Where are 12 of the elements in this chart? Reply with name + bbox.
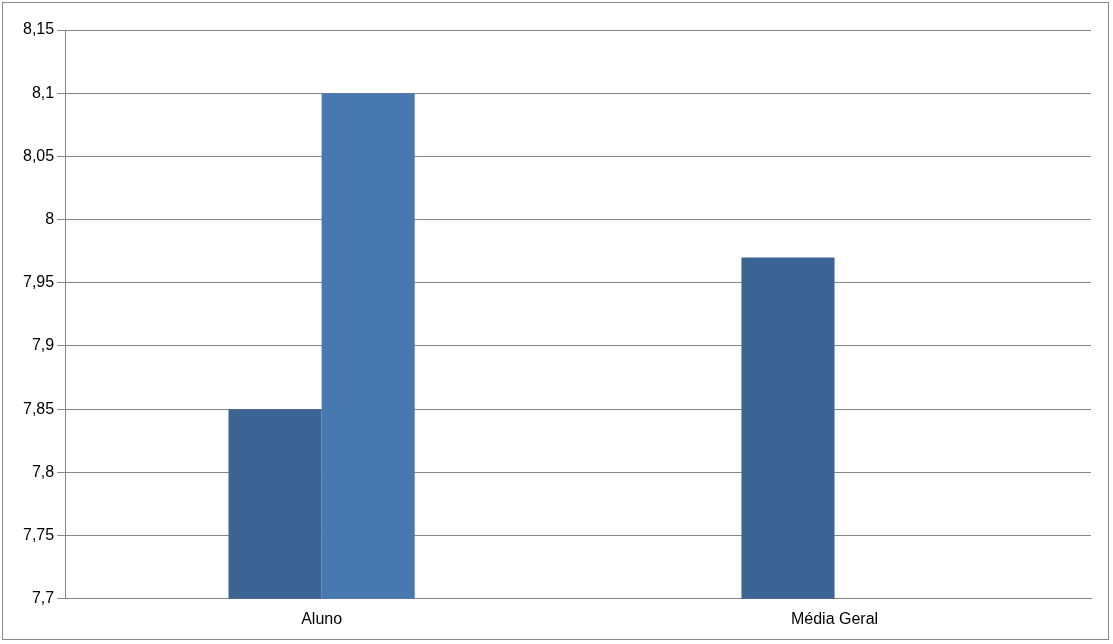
y-tick-label: 7,85 bbox=[23, 399, 55, 417]
y-tick-label: 7,9 bbox=[31, 336, 55, 354]
x-tick-label: Aluno bbox=[301, 609, 343, 627]
y-tick-label: 7,8 bbox=[31, 462, 55, 480]
y-tick-label: 8,15 bbox=[23, 20, 55, 38]
y-tick-label: 7,95 bbox=[23, 273, 55, 291]
x-tick-label: Média Geral bbox=[790, 609, 879, 627]
y-tick-label: 8,1 bbox=[31, 83, 55, 101]
y-tick-label: 8 bbox=[45, 210, 55, 228]
y-tick-label: 8,05 bbox=[23, 146, 55, 164]
y-tick-label: 7,7 bbox=[31, 589, 55, 607]
y-tick-label: 7,75 bbox=[23, 526, 55, 544]
